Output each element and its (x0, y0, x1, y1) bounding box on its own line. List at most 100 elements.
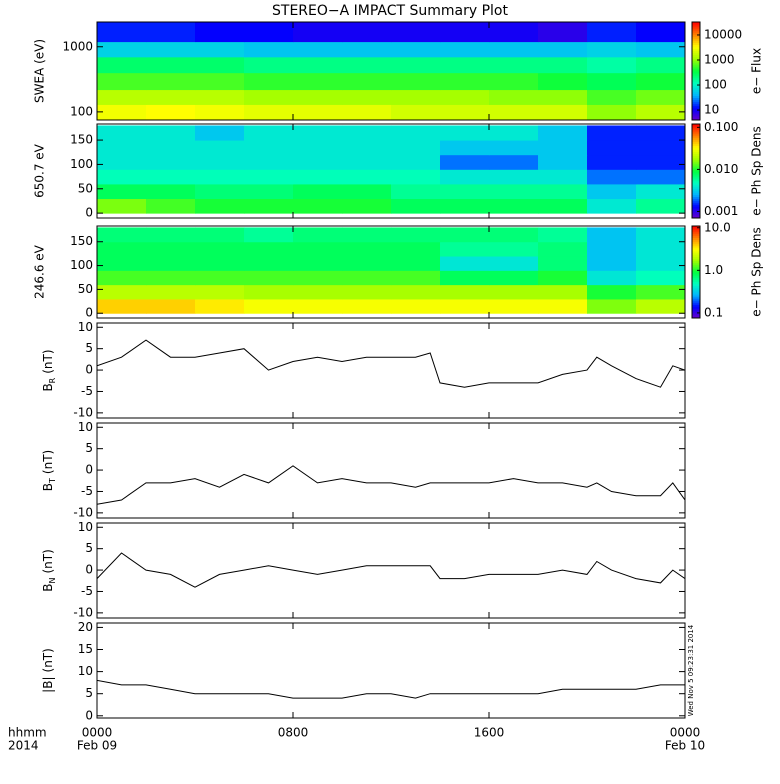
heatmap-cell (440, 183, 490, 200)
heatmap-cell (489, 284, 539, 300)
heatmap-cell (489, 72, 539, 91)
heatmap-cell (587, 169, 637, 185)
y-tick-label: 100 (70, 104, 93, 118)
y-tick-label: 0 (85, 206, 93, 220)
y-label-subscript: T (48, 478, 57, 484)
colorbar-slice (692, 30, 700, 33)
heatmap-cell (391, 198, 441, 214)
colorbar-slice (692, 190, 700, 194)
heatmap-cell (538, 256, 588, 271)
heatmap-cell (97, 41, 147, 58)
heatmap-cell (587, 72, 637, 91)
heatmap-cell (97, 89, 147, 105)
colorbar-slice (692, 273, 700, 277)
heatmap-cell (636, 22, 685, 43)
panel-content (97, 125, 685, 214)
y-tick-label: 15 (78, 642, 93, 656)
heatmap-cell (587, 140, 637, 156)
y-tick-label: 5 (85, 541, 93, 555)
colorbar-slice (692, 206, 700, 209)
colorbar-slice (692, 124, 700, 127)
heatmap-cell (342, 198, 392, 214)
heatmap-cell (293, 72, 343, 91)
heatmap-cell (342, 125, 392, 141)
y-axis-label: 246.6 eV (33, 244, 47, 299)
y-tick-label: -10 (73, 605, 93, 619)
heatmap-cell (538, 284, 588, 300)
colorbar-slice (692, 178, 700, 182)
heatmap-cell (440, 241, 490, 257)
colorbar-slice (692, 227, 700, 231)
colorbar-slice (692, 268, 700, 271)
colorbar-slice (692, 250, 700, 254)
heatmap-cell (244, 125, 294, 141)
colorbar-slice (692, 83, 700, 86)
heatmap-cell (636, 183, 685, 200)
colorbar-slice (692, 103, 700, 107)
heatmap-cell (97, 198, 147, 214)
x-tick-label: 1600 (474, 726, 505, 740)
y-tick-label: 10 (78, 520, 93, 534)
heatmap-cell (97, 241, 147, 257)
x-tick-label: 0800 (278, 726, 309, 740)
colorbar-slice (692, 204, 700, 207)
heatmap-cell (244, 241, 294, 257)
colorbar-tick-label: 1.0 (704, 263, 723, 277)
y-label-unit: (nT) (41, 450, 55, 474)
heatmap-cell (244, 154, 294, 170)
heatmap-cell (293, 22, 343, 43)
heatmap-cell (195, 154, 245, 170)
heatmap-cell (636, 198, 685, 214)
heatmap-cell (244, 89, 294, 105)
heatmap-cell (146, 298, 196, 314)
colorbar-slice (692, 279, 700, 283)
colorbar-slice (692, 58, 700, 62)
panel-frame (96, 21, 686, 121)
heatmap-cell (440, 72, 490, 91)
colorbar-slice (692, 258, 700, 261)
heatmap-cell (342, 241, 392, 257)
heatmap-cell (146, 270, 196, 286)
colorbar-slice (692, 141, 700, 145)
colorbar-slice (692, 48, 700, 52)
heatmap-cell (293, 256, 343, 271)
colorbar-slice (692, 239, 700, 242)
panel-content (97, 552, 685, 588)
heatmap-cell (489, 169, 539, 185)
x-date-label: Feb 09 (77, 739, 117, 753)
heatmap-cell (146, 104, 196, 120)
colorbar-slice (692, 314, 700, 317)
colorbar-slice (692, 139, 700, 143)
colorbar-slice (692, 270, 700, 273)
colorbar-slice (692, 117, 700, 121)
heatmap-cell (146, 169, 196, 185)
colorbar-slice (692, 34, 700, 37)
colorbar-slice (692, 99, 700, 103)
heatmap-cell (195, 298, 245, 314)
colorbar-slice (692, 264, 700, 267)
heatmap-cell (440, 169, 490, 185)
heatmap-cell (146, 227, 196, 243)
heatmap-cell (489, 270, 539, 286)
heatmap-cell (244, 104, 294, 120)
heatmap-cell (538, 227, 588, 243)
colorbar-slice (692, 85, 700, 88)
colorbar-slice (692, 135, 700, 139)
heatmap-cell (440, 256, 490, 271)
heatmap-cell (244, 270, 294, 286)
colorbar-tick-label: 10 (704, 103, 719, 117)
colorbar-slice (692, 214, 700, 217)
colorbar-slice (692, 192, 700, 195)
y-tick-label: -5 (81, 584, 93, 598)
colorbar-slice (692, 300, 700, 304)
colorbar-slice (692, 28, 700, 31)
colorbar-slice (692, 216, 700, 219)
colorbar-slice (692, 182, 700, 186)
y-label-symbol: B (41, 383, 55, 391)
colorbar-tick-label: 0.100 (704, 120, 738, 134)
heatmap-cell (146, 154, 196, 170)
colorbar-frame (691, 123, 701, 219)
heatmap-cell (97, 22, 147, 43)
colorbar-slice (692, 62, 700, 66)
heatmap-cell (538, 72, 588, 91)
